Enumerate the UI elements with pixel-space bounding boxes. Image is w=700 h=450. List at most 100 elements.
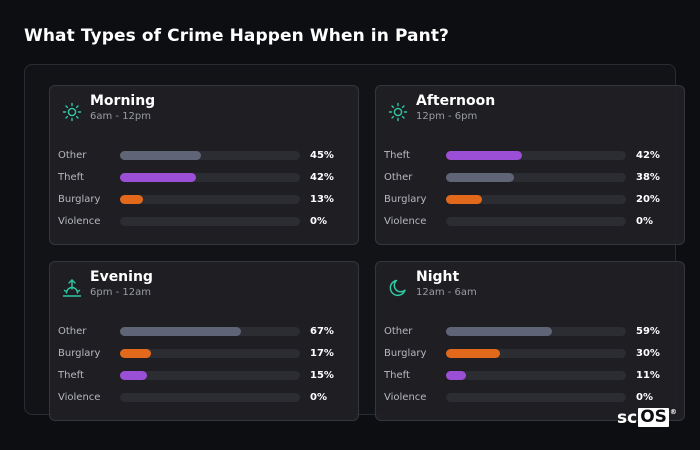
crime-rows: Other 59% Burglary 30% Theft 11% Violence 0% (384, 323, 678, 411)
crime-type-label: Burglary (58, 194, 101, 205)
percent-label: 0% (310, 392, 327, 403)
crime-row-violence: Violence 0% (58, 213, 352, 235)
crime-rows: Theft 42% Other 38% Burglary 20% Violence 0% (384, 147, 678, 235)
logo-text-os: OS (638, 407, 669, 427)
bar-fill (446, 195, 482, 204)
bar-track (120, 371, 300, 380)
card-time-range: 12am - 6am (416, 287, 477, 298)
card-time-range: 12pm - 6pm (416, 111, 478, 122)
bar-fill (446, 173, 515, 182)
crime-type-label: Violence (384, 216, 427, 227)
percent-label: 13% (310, 194, 334, 205)
card-time-range: 6pm - 12am (90, 287, 152, 298)
card-title: Evening (90, 269, 153, 285)
card-evening: Evening 6pm - 12am Other 67% Burglary 17% Th… (49, 261, 359, 421)
bar-track (446, 195, 626, 204)
sun-icon (387, 101, 409, 123)
bar-track (446, 151, 626, 160)
moon-icon (387, 277, 409, 299)
crime-row-burglary: Burglary 17% (58, 345, 352, 367)
crime-type-label: Burglary (384, 194, 427, 205)
crime-type-label: Violence (384, 392, 427, 403)
bar-track (446, 327, 626, 336)
percent-label: 42% (310, 172, 334, 183)
percent-label: 30% (636, 348, 660, 359)
percent-label: 59% (636, 326, 660, 337)
bar-track (446, 393, 626, 402)
card-title: Night (416, 269, 460, 285)
bar-track (446, 371, 626, 380)
bar-track (120, 217, 300, 226)
percent-label: 20% (636, 194, 660, 205)
crime-row-other: Other 38% (384, 169, 678, 191)
crime-type-label: Theft (384, 150, 410, 161)
percent-label: 67% (310, 326, 334, 337)
bar-track (120, 173, 300, 182)
crime-type-label: Violence (58, 392, 101, 403)
crime-row-theft: Theft 11% (384, 367, 678, 389)
card-night: Night 12am - 6am Other 59% Burglary 30% Thef… (375, 261, 685, 421)
crime-type-label: Other (384, 172, 413, 183)
crime-row-violence: Violence 0% (58, 389, 352, 411)
crime-row-theft: Theft 42% (384, 147, 678, 169)
percent-label: 38% (636, 172, 660, 183)
card-afternoon: Afternoon 12pm - 6pm Theft 42% Other 38% Bur… (375, 85, 685, 245)
crime-row-violence: Violence 0% (384, 389, 678, 411)
logo-registered-mark: ® (669, 408, 677, 416)
bar-track (120, 349, 300, 358)
crime-row-burglary: Burglary 30% (384, 345, 678, 367)
crime-type-label: Theft (58, 172, 84, 183)
crime-row-other: Other 45% (58, 147, 352, 169)
scos-logo: sc OS ® (617, 408, 677, 428)
crime-type-label: Other (384, 326, 413, 337)
card-morning: Morning 6am - 12pm Other 45% Theft 42% Burgl… (49, 85, 359, 245)
bar-fill (120, 173, 196, 182)
percent-label: 45% (310, 150, 334, 161)
card-title: Morning (90, 93, 156, 109)
sun-icon (61, 101, 83, 123)
bar-track (446, 349, 626, 358)
crime-row-burglary: Burglary 20% (384, 191, 678, 213)
percent-label: 15% (310, 370, 334, 381)
bar-fill (446, 327, 553, 336)
bar-fill (120, 349, 151, 358)
bar-track (120, 393, 300, 402)
bar-track (446, 173, 626, 182)
bar-track (120, 151, 300, 160)
bar-track (120, 195, 300, 204)
bar-track (446, 217, 626, 226)
sunset-icon (61, 277, 83, 299)
crime-type-label: Burglary (58, 348, 101, 359)
crime-type-label: Theft (58, 370, 84, 381)
bar-fill (446, 371, 466, 380)
crime-type-label: Burglary (384, 348, 427, 359)
crime-type-label: Violence (58, 216, 101, 227)
crime-row-other: Other 67% (58, 323, 352, 345)
page-title: What Types of Crime Happen When in Pant? (24, 26, 450, 46)
crime-type-label: Other (58, 326, 87, 337)
percent-label: 0% (636, 216, 653, 227)
crime-rows: Other 45% Theft 42% Burglary 13% Violence 0% (58, 147, 352, 235)
bar-fill (120, 151, 201, 160)
crime-type-label: Theft (384, 370, 410, 381)
percent-label: 0% (636, 392, 653, 403)
bar-fill (120, 327, 241, 336)
card-time-range: 6am - 12pm (90, 111, 152, 122)
logo-text-sc: sc (617, 408, 638, 428)
crime-row-violence: Violence 0% (384, 213, 678, 235)
crime-row-burglary: Burglary 13% (58, 191, 352, 213)
crime-type-label: Other (58, 150, 87, 161)
crime-rows: Other 67% Burglary 17% Theft 15% Violence 0% (58, 323, 352, 411)
bar-track (120, 327, 300, 336)
bar-fill (120, 195, 144, 204)
percent-label: 0% (310, 216, 327, 227)
crime-row-theft: Theft 42% (58, 169, 352, 191)
card-title: Afternoon (416, 93, 496, 109)
crime-row-theft: Theft 15% (58, 367, 352, 389)
bar-fill (446, 349, 500, 358)
percent-label: 17% (310, 348, 334, 359)
percent-label: 11% (636, 370, 660, 381)
bar-fill (446, 151, 522, 160)
percent-label: 42% (636, 150, 660, 161)
bar-fill (120, 371, 147, 380)
